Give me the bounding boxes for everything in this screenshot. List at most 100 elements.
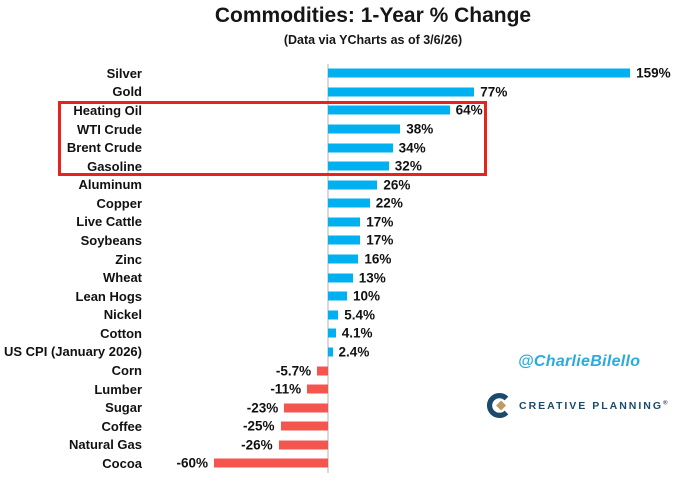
- bar-track: 4.1%: [142, 324, 679, 343]
- value-label: 13%: [358, 270, 386, 286]
- value-bar: [284, 403, 328, 413]
- value-label: 34%: [398, 140, 426, 156]
- creative-planning-wordmark: CREATIVE PLANNING®: [519, 399, 668, 412]
- bar-track: 16%: [142, 250, 679, 269]
- chart-subtitle: (Data via YCharts as of 3/6/26): [283, 33, 463, 47]
- value-label: 16%: [364, 251, 392, 267]
- value-bar: [307, 384, 328, 394]
- bar-track: -11%: [142, 380, 679, 399]
- value-bar: [280, 421, 328, 431]
- bar-track: 34%: [142, 138, 679, 157]
- bar-track: 22%: [142, 194, 679, 213]
- category-label: Aluminum: [78, 177, 142, 193]
- bar-row: Brent Crude 34%: [0, 138, 679, 157]
- value-bar: [317, 366, 328, 376]
- bar-track: 64%: [142, 101, 679, 120]
- bar-track: 159%: [142, 64, 679, 83]
- bar-track: -23%: [142, 398, 679, 417]
- logo-gold-diamond-icon: [496, 400, 507, 411]
- value-bar: [328, 291, 347, 301]
- bar-track: 17%: [142, 231, 679, 250]
- category-label: Soybeans: [80, 232, 142, 248]
- bar-track: -60%: [142, 454, 679, 473]
- registered-mark: ®: [663, 400, 668, 406]
- bar-track: 13%: [142, 268, 679, 287]
- bar-track: 26%: [142, 175, 679, 194]
- category-label: Zinc: [115, 251, 142, 267]
- value-label: -23%: [246, 400, 279, 416]
- bar-track: 17%: [142, 213, 679, 232]
- value-bar: [328, 328, 336, 338]
- logo-c-ring: [487, 393, 509, 418]
- category-label: Lean Hogs: [75, 288, 142, 304]
- value-bar: [328, 235, 361, 245]
- value-label: 17%: [366, 232, 394, 248]
- category-label: Corn: [111, 363, 142, 379]
- value-bar: [328, 347, 333, 357]
- value-label: 22%: [375, 195, 403, 211]
- category-label: Silver: [106, 65, 142, 81]
- category-label: WTI Crude: [77, 121, 142, 137]
- value-label: 64%: [455, 102, 483, 118]
- value-bar: [328, 273, 353, 283]
- value-label: -25%: [242, 418, 275, 434]
- category-label: Gold: [112, 84, 142, 100]
- category-label: US CPI (January 2026): [3, 344, 142, 360]
- bar-track: 77%: [142, 83, 679, 102]
- bar-row: Heating Oil 64%: [0, 101, 679, 120]
- category-label: Coffee: [101, 418, 142, 434]
- category-label: Lumber: [94, 381, 142, 397]
- value-label: 38%: [406, 121, 434, 137]
- twitter-handle-watermark: @CharlieBilello: [518, 353, 641, 370]
- zero-axis-line: [327, 64, 329, 473]
- bar-row: Aluminum 26%: [0, 175, 679, 194]
- value-bar: [328, 217, 361, 227]
- category-label: Natural Gas: [69, 437, 142, 453]
- bar-row: Lumber -11%: [0, 380, 679, 399]
- value-label: 159%: [636, 65, 671, 81]
- category-label: Sugar: [105, 400, 142, 416]
- bar-row: Cotton 4.1%: [0, 324, 679, 343]
- value-bar: [328, 254, 359, 264]
- category-label: Cotton: [100, 325, 142, 341]
- bar-row: Wheat 13%: [0, 268, 679, 287]
- bar-row: Lean Hogs 10%: [0, 287, 679, 306]
- bar-track: -26%: [142, 436, 679, 455]
- value-bar: [328, 124, 401, 134]
- bar-row: Gold 77%: [0, 83, 679, 102]
- value-bar: [328, 161, 389, 171]
- bar-row: Live Cattle 17%: [0, 213, 679, 232]
- value-bar: [328, 68, 631, 78]
- value-label: 32%: [394, 158, 422, 174]
- bar-track: 10%: [142, 287, 679, 306]
- bar-track: 2.4%: [142, 343, 679, 362]
- value-label: 4.1%: [341, 325, 373, 341]
- bar-row: Copper 22%: [0, 194, 679, 213]
- creative-planning-logo-icon: [487, 393, 509, 418]
- creative-planning-logo: CREATIVE PLANNING®: [487, 393, 667, 418]
- value-label: -11%: [270, 381, 302, 397]
- value-label: 26%: [383, 177, 411, 193]
- value-label: -60%: [176, 455, 208, 471]
- value-bar: [278, 440, 328, 450]
- category-label: Heating Oil: [73, 102, 142, 118]
- value-bar: [328, 87, 475, 97]
- value-label: 5.4%: [344, 307, 376, 323]
- value-bar: [328, 143, 393, 153]
- value-label: -26%: [241, 437, 273, 453]
- bar-row: Cocoa -60%: [0, 454, 679, 473]
- value-label: 17%: [366, 214, 394, 230]
- value-label: 77%: [480, 84, 508, 100]
- bar-track: -25%: [142, 417, 679, 436]
- value-label: 10%: [353, 288, 381, 304]
- value-bar: [328, 198, 370, 208]
- value-bar: [214, 458, 328, 468]
- category-label: Wheat: [103, 270, 142, 286]
- bar-row: Corn -5.7%: [0, 361, 679, 380]
- value-label: 2.4%: [338, 344, 370, 360]
- bar-row: Natural Gas -26%: [0, 436, 679, 455]
- bar-track: 32%: [142, 157, 679, 176]
- bar-row: Zinc 16%: [0, 250, 679, 269]
- bar-track: 5.4%: [142, 306, 679, 325]
